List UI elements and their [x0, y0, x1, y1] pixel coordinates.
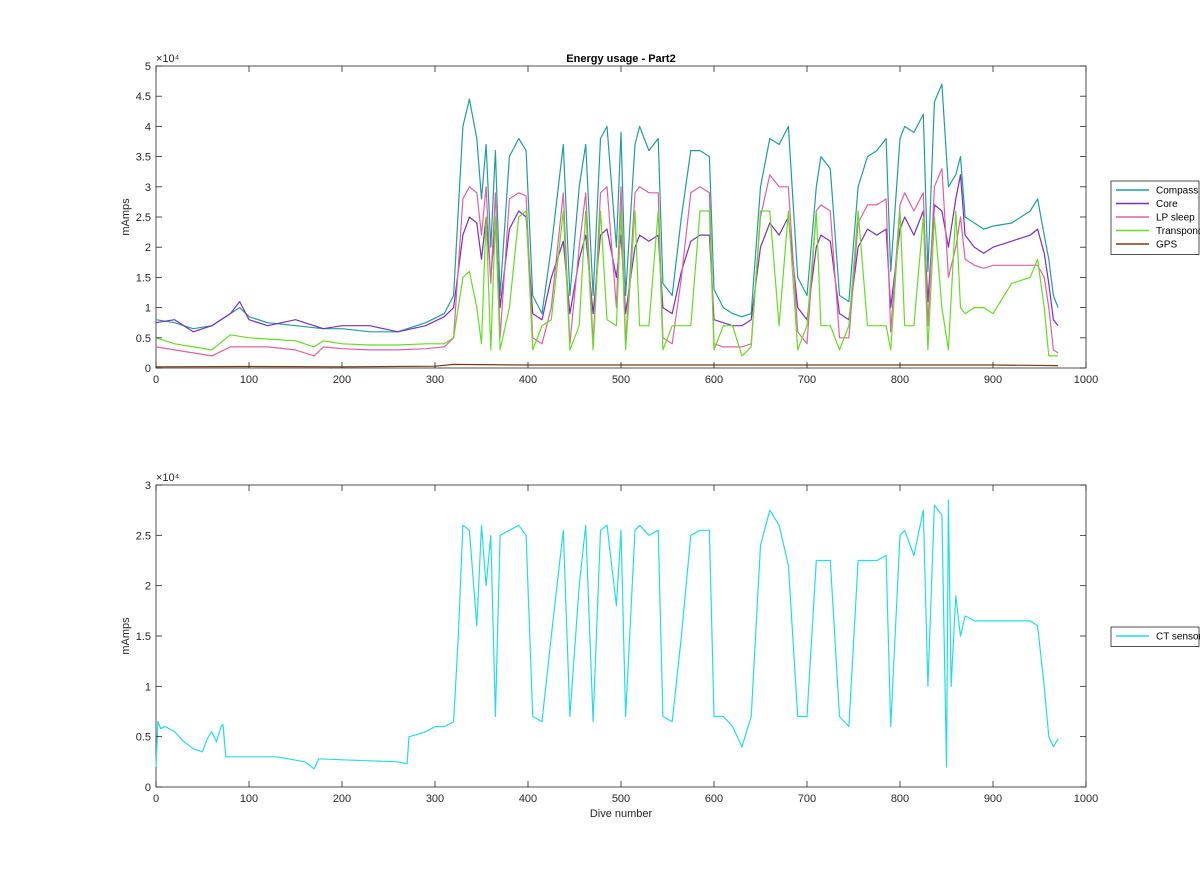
y-tick-label: 0.5 — [136, 732, 151, 744]
y-exponent-label: ×10⁴ — [156, 53, 180, 65]
y-tick-label: 2 — [145, 581, 151, 593]
legend-label: LP sleep — [1156, 213, 1195, 224]
x-tick-label: 1000 — [1074, 793, 1098, 805]
y-tick-label: 1.5 — [136, 272, 151, 284]
x-tick-label: 100 — [240, 374, 258, 386]
legend-label: Transponder — [1156, 226, 1200, 237]
ct-sensor-chart: 0 100 200 300 400 500 600 700 800 900 1000 0 0.5 1 1.5… — [120, 472, 1200, 820]
x-tick-label: 300 — [426, 793, 444, 805]
y-tick-label: 1 — [145, 303, 151, 315]
x-tick-label: 1000 — [1074, 374, 1098, 386]
x-tick-label: 700 — [798, 793, 816, 805]
x-tick-label: 0 — [153, 793, 159, 805]
x-tick-label: 600 — [705, 374, 723, 386]
y-tick-label: 2 — [145, 242, 151, 254]
x-tick-label: 900 — [984, 374, 1002, 386]
x-tick-label: 600 — [705, 793, 723, 805]
y-exponent-label: ×10⁴ — [156, 472, 180, 484]
x-tick-label: 400 — [519, 374, 537, 386]
x-tick-label: 500 — [612, 793, 630, 805]
legend-label: Compass — [1156, 186, 1198, 197]
y-axis-label: mAmps — [120, 198, 132, 236]
x-tick-label: 500 — [612, 374, 630, 386]
y-tick-label: 0 — [145, 363, 151, 375]
series-line-lp-sleep — [155, 168, 1059, 357]
y-tick-label: 3 — [145, 480, 151, 492]
x-tick-label: 400 — [519, 793, 537, 805]
y-tick-label: 1.5 — [136, 631, 151, 643]
x-tick-label: 800 — [891, 374, 909, 386]
y-tick-label: 1 — [145, 681, 151, 693]
y-axis-label: mAmps — [120, 617, 132, 655]
legend-label: CT sensor — [1156, 632, 1200, 643]
x-tick-label: 200 — [333, 793, 351, 805]
x-tick-label: 300 — [426, 374, 444, 386]
energy-usage-chart: 0 100 200 300 400 500 600 700 800 900 1000 0 0.5 1 1.5… — [120, 53, 1200, 386]
legend: CT sensor — [1110, 626, 1200, 647]
series-line-compass — [155, 83, 1059, 333]
legend: Compass Core LP sleep Transponder GPS — [1110, 180, 1200, 255]
series-line-ct-sensor — [155, 499, 1059, 770]
series-line-gps — [155, 363, 1059, 368]
y-tick-label: 0 — [145, 782, 151, 794]
x-axis-label: Dive number — [590, 808, 653, 820]
chart-title: Energy usage - Part2 — [566, 53, 675, 65]
x-tick-label: 200 — [333, 374, 351, 386]
legend-box — [1110, 626, 1200, 647]
y-tick-label: 4 — [145, 121, 151, 133]
y-tick-label: 2.5 — [136, 212, 151, 224]
x-tick-label: 100 — [240, 793, 258, 805]
y-tick-label: 0.5 — [136, 333, 151, 345]
y-tick-label: 5 — [145, 61, 151, 73]
legend-label: GPS — [1156, 240, 1177, 251]
y-tick-label: 3 — [145, 182, 151, 194]
x-tick-label: 700 — [798, 374, 816, 386]
y-tick-label: 4.5 — [136, 91, 151, 103]
legend-label: Core — [1156, 199, 1178, 210]
x-tick-label: 900 — [984, 793, 1002, 805]
series-line-transponder — [155, 210, 1059, 357]
y-tick-label: 3.5 — [136, 152, 151, 164]
x-tick-label: 800 — [891, 793, 909, 805]
x-tick-label: 0 — [153, 374, 159, 386]
y-tick-label: 2.5 — [136, 530, 151, 542]
